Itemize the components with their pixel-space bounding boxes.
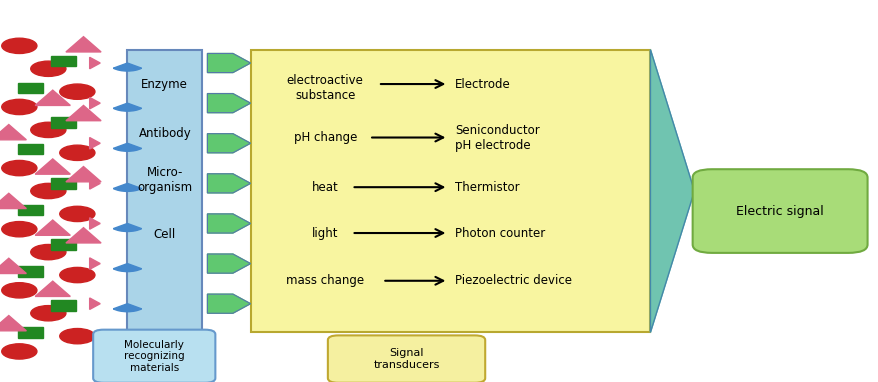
Bar: [51, 56, 76, 66]
FancyBboxPatch shape: [250, 50, 650, 332]
Polygon shape: [35, 281, 70, 296]
Polygon shape: [90, 138, 100, 149]
Polygon shape: [207, 53, 250, 73]
Circle shape: [2, 99, 37, 115]
Bar: [51, 239, 76, 250]
FancyBboxPatch shape: [93, 330, 215, 382]
Circle shape: [60, 206, 95, 222]
Polygon shape: [207, 214, 250, 233]
Text: Molecularly
recognizing
materials: Molecularly recognizing materials: [124, 340, 184, 373]
Text: light: light: [312, 227, 338, 240]
Bar: [51, 300, 76, 311]
Wedge shape: [113, 304, 141, 312]
Circle shape: [2, 222, 37, 237]
Polygon shape: [66, 37, 101, 52]
FancyBboxPatch shape: [127, 50, 202, 332]
Text: Enzyme: Enzyme: [141, 78, 188, 91]
Text: Cell: Cell: [154, 228, 176, 241]
Text: Signal
transducers: Signal transducers: [373, 348, 439, 370]
Polygon shape: [0, 125, 26, 140]
Polygon shape: [0, 193, 26, 209]
Polygon shape: [35, 159, 70, 174]
Text: heat: heat: [312, 181, 338, 194]
Polygon shape: [66, 105, 101, 121]
Bar: [18, 144, 43, 154]
Circle shape: [60, 267, 95, 283]
Bar: [18, 327, 43, 338]
Circle shape: [31, 306, 66, 321]
Text: Photon counter: Photon counter: [455, 227, 545, 240]
Polygon shape: [90, 57, 100, 69]
Text: electroactive
substance: electroactive substance: [286, 74, 363, 102]
Wedge shape: [113, 223, 141, 231]
Polygon shape: [90, 97, 100, 109]
Text: Micro-
organism: Micro- organism: [137, 165, 192, 194]
Polygon shape: [207, 294, 250, 313]
Text: Piezoelectric device: Piezoelectric device: [455, 274, 572, 287]
Bar: [18, 205, 43, 215]
Wedge shape: [113, 143, 141, 151]
Text: Antibody: Antibody: [138, 127, 191, 140]
Text: pH change: pH change: [293, 131, 356, 144]
Circle shape: [60, 84, 95, 99]
Circle shape: [31, 183, 66, 199]
Circle shape: [60, 329, 95, 344]
Wedge shape: [113, 264, 141, 272]
Polygon shape: [0, 258, 26, 274]
Polygon shape: [650, 50, 694, 332]
Wedge shape: [113, 63, 141, 71]
Polygon shape: [90, 298, 100, 309]
Text: Seniconductor
pH electrode: Seniconductor pH electrode: [455, 123, 539, 152]
Circle shape: [60, 145, 95, 160]
Text: Thermistor: Thermistor: [455, 181, 520, 194]
FancyBboxPatch shape: [327, 335, 485, 382]
Circle shape: [2, 38, 37, 53]
Polygon shape: [207, 134, 250, 153]
Bar: [51, 117, 76, 128]
Polygon shape: [207, 174, 250, 193]
Polygon shape: [90, 218, 100, 229]
Polygon shape: [90, 258, 100, 269]
Circle shape: [2, 160, 37, 176]
Wedge shape: [113, 103, 141, 111]
Polygon shape: [0, 316, 26, 331]
Circle shape: [31, 122, 66, 138]
Circle shape: [31, 61, 66, 76]
Polygon shape: [35, 90, 70, 105]
Text: mass change: mass change: [286, 274, 363, 287]
Bar: [18, 83, 43, 93]
Polygon shape: [66, 167, 101, 182]
Circle shape: [31, 244, 66, 260]
Wedge shape: [113, 183, 141, 191]
Bar: [18, 266, 43, 277]
Polygon shape: [207, 254, 250, 273]
Polygon shape: [66, 228, 101, 243]
Text: Electric signal: Electric signal: [736, 204, 823, 218]
Bar: [51, 178, 76, 189]
Polygon shape: [207, 94, 250, 113]
FancyBboxPatch shape: [692, 169, 867, 253]
Text: Electrode: Electrode: [455, 78, 510, 91]
Polygon shape: [90, 178, 100, 189]
Circle shape: [2, 283, 37, 298]
Circle shape: [2, 344, 37, 359]
Polygon shape: [35, 220, 70, 235]
